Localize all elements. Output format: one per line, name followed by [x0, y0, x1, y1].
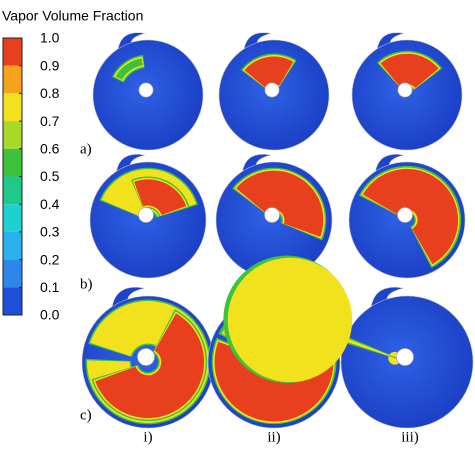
hub: [138, 207, 154, 223]
color-band: [3, 38, 22, 66]
row-label: c): [80, 407, 92, 423]
row-label: a): [80, 141, 92, 157]
tick-label: 0.1: [40, 279, 60, 295]
hub: [264, 82, 280, 98]
inducer-panel: [223, 255, 474, 429]
cavity: [95, 313, 205, 419]
hub: [264, 207, 280, 223]
row-label: b): [80, 276, 93, 292]
hub: [397, 207, 413, 223]
tick-label: 0.5: [40, 168, 60, 184]
color-band: [3, 204, 22, 232]
hub: [396, 348, 414, 366]
tick-label: 0.3: [40, 224, 60, 240]
color-band: [3, 259, 22, 288]
hub: [397, 82, 413, 98]
cavity: [362, 168, 459, 265]
color-band: [3, 231, 22, 260]
inducer-panel: [351, 32, 463, 151]
inducer-panel: [89, 154, 207, 279]
tick-label: 0.9: [40, 57, 60, 73]
tick-label: 0.7: [40, 113, 60, 129]
color-band: [3, 121, 22, 149]
colorbar: 1.0 0.9 0.8 0.7 0.6 0.5 0.4 0.3 0.2 0.1 0.0: [2, 30, 60, 323]
panels: a) b) c) i) ii) iii): [80, 32, 474, 445]
inducer-panel: [348, 154, 466, 279]
cavity-edge: [227, 257, 402, 383]
tick-label: 0.0: [40, 307, 60, 323]
tick-label: 0.2: [40, 251, 60, 267]
hub: [137, 348, 155, 366]
inducer-panel: [218, 32, 330, 151]
colorbar-title: Vapor Volume Fraction: [2, 8, 143, 24]
cavity: [244, 56, 294, 88]
inducer-panel: [215, 154, 333, 279]
cavity: [236, 170, 324, 237]
tick-label: 0.4: [40, 196, 60, 212]
column-label: iii): [401, 429, 419, 445]
color-band: [3, 148, 22, 177]
color-band: [3, 176, 22, 205]
cavity: [380, 53, 439, 88]
hub: [138, 82, 154, 98]
tick-label: 0.8: [40, 85, 60, 101]
color-band: [3, 93, 22, 122]
inducer-panel: [81, 287, 215, 429]
tick-label: 0.6: [40, 141, 60, 157]
color-band: [3, 65, 22, 94]
cavity: [115, 58, 143, 80]
inducer-panel: [92, 32, 204, 151]
color-band: [3, 287, 22, 315]
column-label: i): [143, 429, 152, 445]
column-label: ii): [267, 429, 280, 445]
cavity: [134, 179, 187, 215]
tick-label: 1.0: [40, 30, 60, 46]
